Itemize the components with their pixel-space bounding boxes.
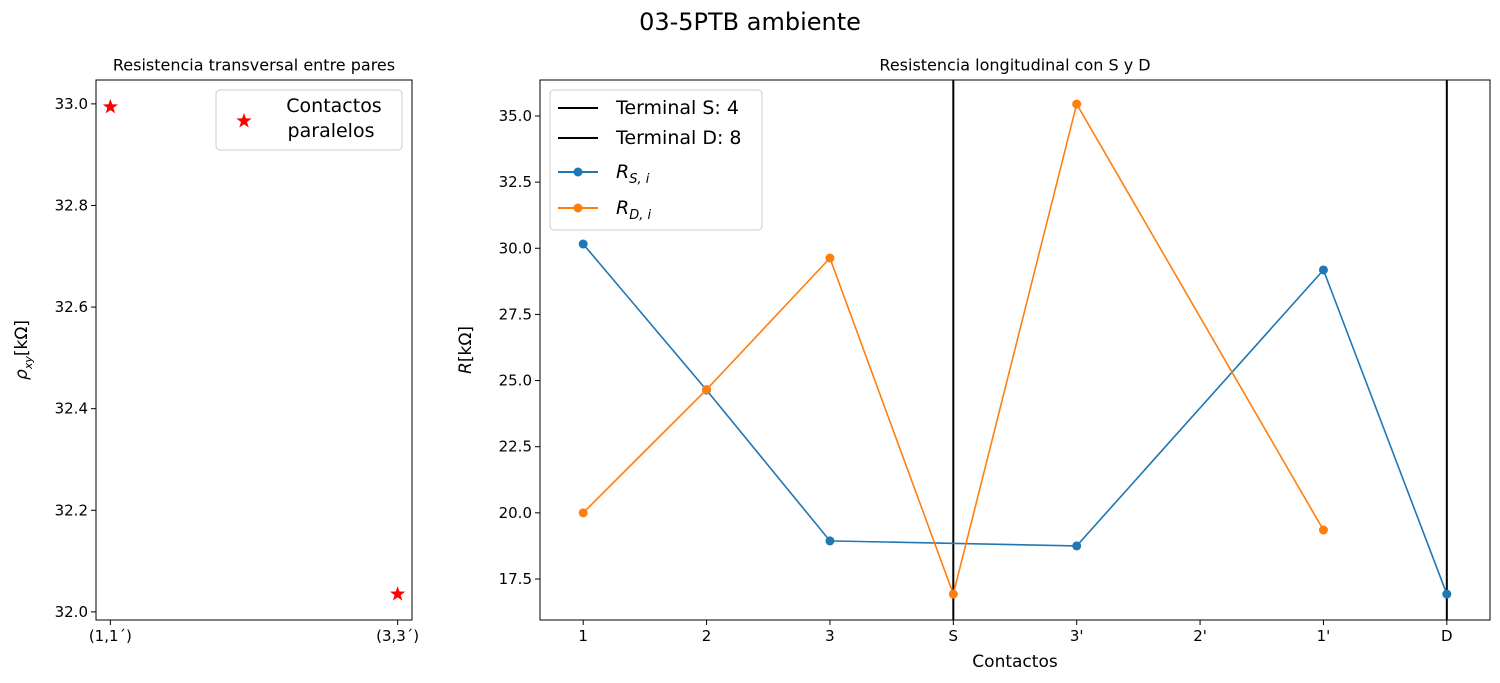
x-tick-label: 1': [1317, 627, 1331, 645]
series-line: [582, 101, 1325, 597]
legend-star: [236, 113, 252, 128]
x-tick-label: 1: [578, 627, 588, 645]
legend-marker: [573, 203, 583, 213]
point: [825, 536, 835, 546]
y-tick-label: 30.0: [499, 239, 532, 257]
y-tick-label: 17.5: [499, 570, 532, 588]
legend-marker: [573, 167, 583, 177]
y-tick-label: 27.5: [499, 305, 532, 323]
y-tick-label: 35.0: [499, 107, 532, 125]
star-point: [102, 98, 118, 114]
point: [578, 239, 588, 249]
y-tick-label: 32.4: [55, 400, 88, 418]
series-line: [582, 243, 1448, 595]
point: [1072, 541, 1082, 551]
x-tick-label: 3: [825, 627, 835, 645]
point: [825, 253, 835, 263]
x-tick-label: D: [1441, 627, 1453, 645]
point: [702, 385, 712, 395]
axes-title: Resistencia transversal entre pares: [113, 56, 395, 75]
point: [1318, 265, 1328, 275]
legend-box: [215, 89, 403, 151]
y-tick-label: 32.6: [55, 298, 88, 316]
x-tick-label: 3': [1070, 627, 1084, 645]
legend-box: [549, 89, 763, 231]
x-tick-label: S: [949, 627, 959, 645]
y-tick-label: 25.0: [499, 372, 532, 390]
legend-label: RS, i: [616, 161, 650, 187]
star-point: [390, 586, 406, 601]
point: [578, 508, 588, 518]
y-tick-label: 20.0: [499, 504, 532, 522]
point: [948, 589, 958, 599]
axes-frame: [95, 79, 413, 621]
axes-title: Resistencia longitudinal con S y D: [879, 56, 1150, 75]
x-tick-label: (3,3´): [376, 627, 419, 645]
x-tick-label: 2: [702, 627, 712, 645]
x-axis-label: Contactos: [972, 652, 1058, 672]
suptitle: 03-5PTB ambiente: [639, 8, 861, 36]
y-tick-label: 32.0: [55, 603, 88, 621]
y-tick-label: 32.8: [55, 196, 88, 214]
x-tick-label: (1,1´): [89, 627, 132, 645]
y-axis-label: R[kΩ]: [456, 326, 476, 374]
legend-label: Contactos paralelos: [282, 95, 382, 142]
legend-label: RD, i: [616, 197, 651, 223]
legend-label: Terminal S: 4: [615, 97, 739, 119]
y-tick-label: 32.2: [55, 501, 88, 519]
point: [1318, 525, 1328, 535]
axes-frame: [539, 79, 1491, 621]
y-tick-label: 22.5: [499, 438, 532, 456]
point: [1442, 589, 1452, 599]
point: [1072, 99, 1082, 109]
y-tick-label: 32.5: [499, 173, 532, 191]
y-tick-label: 33.0: [55, 95, 88, 113]
y-axis-label: ρxy[kΩ]: [12, 320, 35, 380]
legend-label: Terminal D: 8: [615, 127, 742, 149]
x-tick-label: 2': [1193, 627, 1207, 645]
